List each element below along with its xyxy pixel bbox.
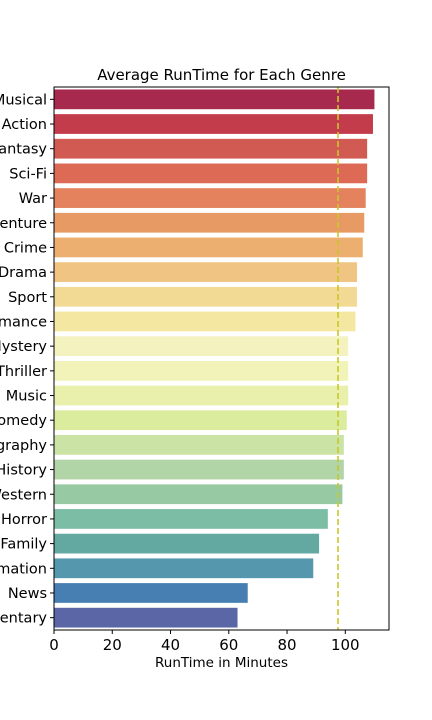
bar-sci-fi bbox=[54, 163, 368, 184]
category-labels: Musical Action Fantasy Sci-Fi War Adventure Cr… bbox=[0, 92, 54, 627]
category-label: Musical bbox=[0, 92, 47, 108]
bar-news bbox=[54, 583, 248, 603]
category-label: History bbox=[0, 463, 47, 479]
bar-mystery bbox=[54, 336, 349, 357]
category-label: Animation bbox=[0, 561, 47, 577]
x-tick-label: 40 bbox=[161, 636, 180, 654]
category-label: Mystery bbox=[0, 339, 47, 355]
x-axis-label: RunTime in Minutes bbox=[155, 655, 288, 671]
category-label: Romance bbox=[0, 314, 47, 330]
plot-frame bbox=[53, 86, 390, 631]
category-label: Biography bbox=[0, 438, 47, 454]
category-label: Western bbox=[0, 487, 47, 503]
bar-animation bbox=[54, 558, 314, 579]
category-label: Thriller bbox=[0, 364, 47, 380]
category-label: Comedy bbox=[0, 413, 47, 429]
category-label: Documentary bbox=[0, 611, 47, 627]
bar-music bbox=[54, 385, 349, 406]
bar-romance bbox=[54, 311, 356, 332]
category-label: Horror bbox=[1, 512, 47, 528]
bar-musical bbox=[54, 89, 375, 110]
category-label: Sport bbox=[8, 290, 47, 306]
x-tick-label: 80 bbox=[277, 636, 296, 654]
bar-documentary bbox=[54, 607, 238, 628]
chart-title: Average RunTime for Each Genre bbox=[97, 66, 346, 84]
category-label: News bbox=[8, 586, 47, 602]
category-label: Fantasy bbox=[0, 142, 47, 158]
bar-crime bbox=[54, 237, 363, 258]
x-tick-label: 100 bbox=[331, 636, 360, 654]
x-tick-label: 0 bbox=[49, 636, 59, 654]
x-tick-label: 20 bbox=[103, 636, 122, 654]
bar-thriller bbox=[54, 360, 349, 381]
bar-war bbox=[54, 188, 366, 208]
category-label: Action bbox=[2, 117, 47, 133]
x-tick-label: 60 bbox=[219, 636, 238, 654]
category-label: Family bbox=[0, 537, 47, 553]
bar-adventure bbox=[54, 212, 365, 233]
bar-drama bbox=[54, 262, 357, 282]
category-label: War bbox=[19, 191, 47, 207]
category-label: Crime bbox=[4, 240, 47, 256]
bar-family bbox=[54, 533, 320, 554]
bar-comedy bbox=[54, 410, 347, 431]
bar-horror bbox=[54, 509, 328, 529]
category-label: Music bbox=[6, 389, 47, 405]
bar-biography bbox=[54, 435, 344, 455]
category-label: Adventure bbox=[0, 216, 47, 232]
bar-fantasy bbox=[54, 138, 368, 159]
category-label: Sci-Fi bbox=[9, 166, 47, 182]
x-axis-ticks: 0 20 40 60 80 100 bbox=[49, 630, 360, 654]
bar-history bbox=[54, 459, 344, 480]
bar-action bbox=[54, 114, 373, 134]
bars-group bbox=[54, 89, 375, 628]
bar-sport bbox=[54, 286, 357, 307]
category-label: Drama bbox=[0, 265, 47, 281]
bar-western bbox=[54, 484, 343, 505]
